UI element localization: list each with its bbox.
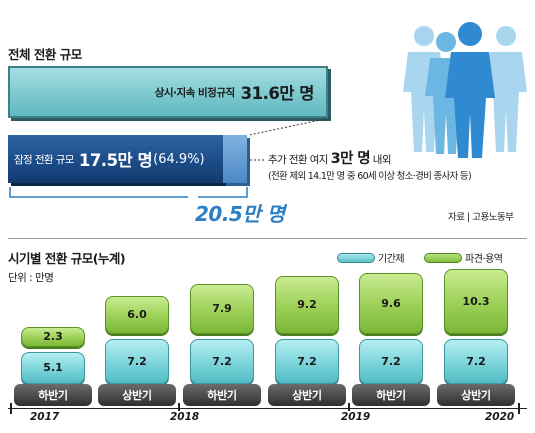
bar-series-b: 2.3: [21, 326, 85, 347]
x-tick-label: 상반기: [268, 384, 346, 406]
year-label: 2017: [26, 411, 64, 423]
unit-label: 단위 : 만명: [8, 272, 54, 284]
people-group-icon: [403, 22, 527, 158]
chart-title: 시기별 전환 규모(누계): [8, 251, 126, 266]
year-label: 2019: [337, 411, 375, 423]
legend-item-series-a: 기간제: [337, 250, 405, 265]
x-tick-label: 하반기: [183, 384, 261, 406]
x-tick-label: 상반기: [437, 384, 515, 406]
source-label: 자료 | 고용노동부: [448, 212, 514, 223]
bar-series-a: 7.2: [275, 338, 339, 384]
bar-series-a: 7.2: [444, 338, 508, 384]
x-axis-line: [8, 408, 527, 409]
part-bar-value: 17.5만 명: [78, 151, 153, 170]
part-bar: 잠정 전환 규모 17.5만 명 (64.9%): [8, 135, 223, 183]
extra-bar: [223, 135, 247, 183]
bar-series-b: 7.9: [190, 283, 254, 334]
legend-swatch-series-a: [337, 252, 375, 263]
bar-series-b: 9.2: [275, 275, 339, 334]
legend-swatch-series-b: [424, 252, 462, 263]
bar-series-a: 5.1: [21, 351, 85, 384]
additional-note: 추가 전환 여지 3만 명 내외: [268, 147, 391, 168]
bar-series-a: 7.2: [359, 338, 423, 384]
legend-label-series-b: 파견·용역: [465, 254, 503, 265]
bar-series-a: 7.2: [190, 338, 254, 384]
x-tick-label: 하반기: [352, 384, 430, 406]
year-label: 2020: [481, 411, 519, 423]
section-divider: [8, 238, 527, 239]
additional-note-pre: 추가 전환 여지: [268, 154, 328, 166]
part-bar-pct: (64.9%): [153, 151, 205, 167]
bar-series-b: 9.6: [359, 273, 423, 334]
x-tick-label: 하반기: [14, 384, 92, 406]
top-section-title: 전체 전환 규모: [8, 47, 82, 62]
part-bar-label: 잠정 전환 규모: [14, 153, 74, 166]
full-bar: 상시·지속 비정규직 31.6만 명: [8, 66, 328, 118]
year-label: 2018: [166, 411, 204, 423]
bar-series-a: 7.2: [105, 338, 169, 384]
bar-series-b: 6.0: [105, 295, 169, 334]
total-value: 20.5만 명: [195, 202, 285, 226]
legend-item-series-b: 파견·용역: [424, 250, 503, 265]
full-bar-label: 상시·지속 비정규직: [154, 86, 235, 99]
additional-note-big: 3만 명: [330, 151, 371, 167]
full-bar-value: 31.6만 명: [240, 84, 315, 103]
legend-label-series-a: 기간제: [378, 254, 405, 265]
x-tick-label: 상반기: [98, 384, 176, 406]
additional-note-post: 내외: [372, 154, 392, 166]
additional-note-detail: (전환 제외 14.1만 명 중 60세 이상 청소·경비 종사자 등): [268, 171, 472, 182]
bar-series-b: 10.3: [444, 268, 508, 334]
